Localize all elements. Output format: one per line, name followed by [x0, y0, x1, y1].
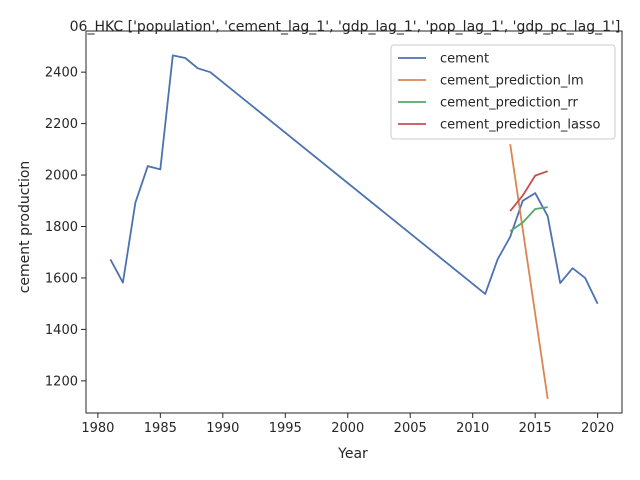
x-tick-label: 1985	[144, 421, 177, 436]
chart-title: 06_HKC ['population', 'cement_lag_1', 'g…	[70, 19, 621, 35]
x-tick-label: 2005	[394, 421, 427, 436]
y-tick-label: 2200	[45, 117, 78, 132]
y-tick-label: 1800	[45, 220, 78, 235]
legend-box	[390, 44, 616, 140]
x-tick-label: 1995	[269, 421, 302, 436]
legend-label: cement_prediction_lm	[440, 74, 584, 89]
y-tick-label: 1600	[45, 271, 78, 286]
x-tick-label: 2015	[519, 421, 552, 436]
plot-area: 1980 1985 1990 1995 2000 2005 2010 2015 2020 1200…	[45, 30, 623, 436]
y-tick-label: 2000	[45, 169, 78, 184]
y-axis-title: cement production	[17, 161, 33, 294]
series-line-cement-prediction-rr	[509, 206, 548, 232]
y-tick-label: 2400	[45, 66, 78, 81]
series-line-cement-prediction-lasso	[509, 170, 548, 212]
axes-frame	[85, 30, 623, 414]
x-tick-label: 2000	[331, 421, 364, 436]
x-tick-label: 2020	[581, 421, 614, 436]
y-tick-label: 1400	[45, 323, 78, 338]
legend-label: cement_prediction_lasso	[440, 118, 600, 133]
legend-label: cement	[440, 52, 489, 67]
x-tick-label: 1980	[81, 421, 114, 436]
series-line-cement-prediction-lm	[509, 144, 549, 400]
y-tick-label: 1200	[45, 374, 78, 389]
series-line-cement	[109, 54, 599, 305]
legend: cement cement_prediction_lm cement_predict…	[390, 44, 616, 140]
legend-label: cement_prediction_rr	[440, 96, 578, 111]
x-axis-title: Year	[337, 446, 368, 462]
x-tick-label: 1990	[206, 421, 239, 436]
x-tick-label: 2010	[456, 421, 489, 436]
